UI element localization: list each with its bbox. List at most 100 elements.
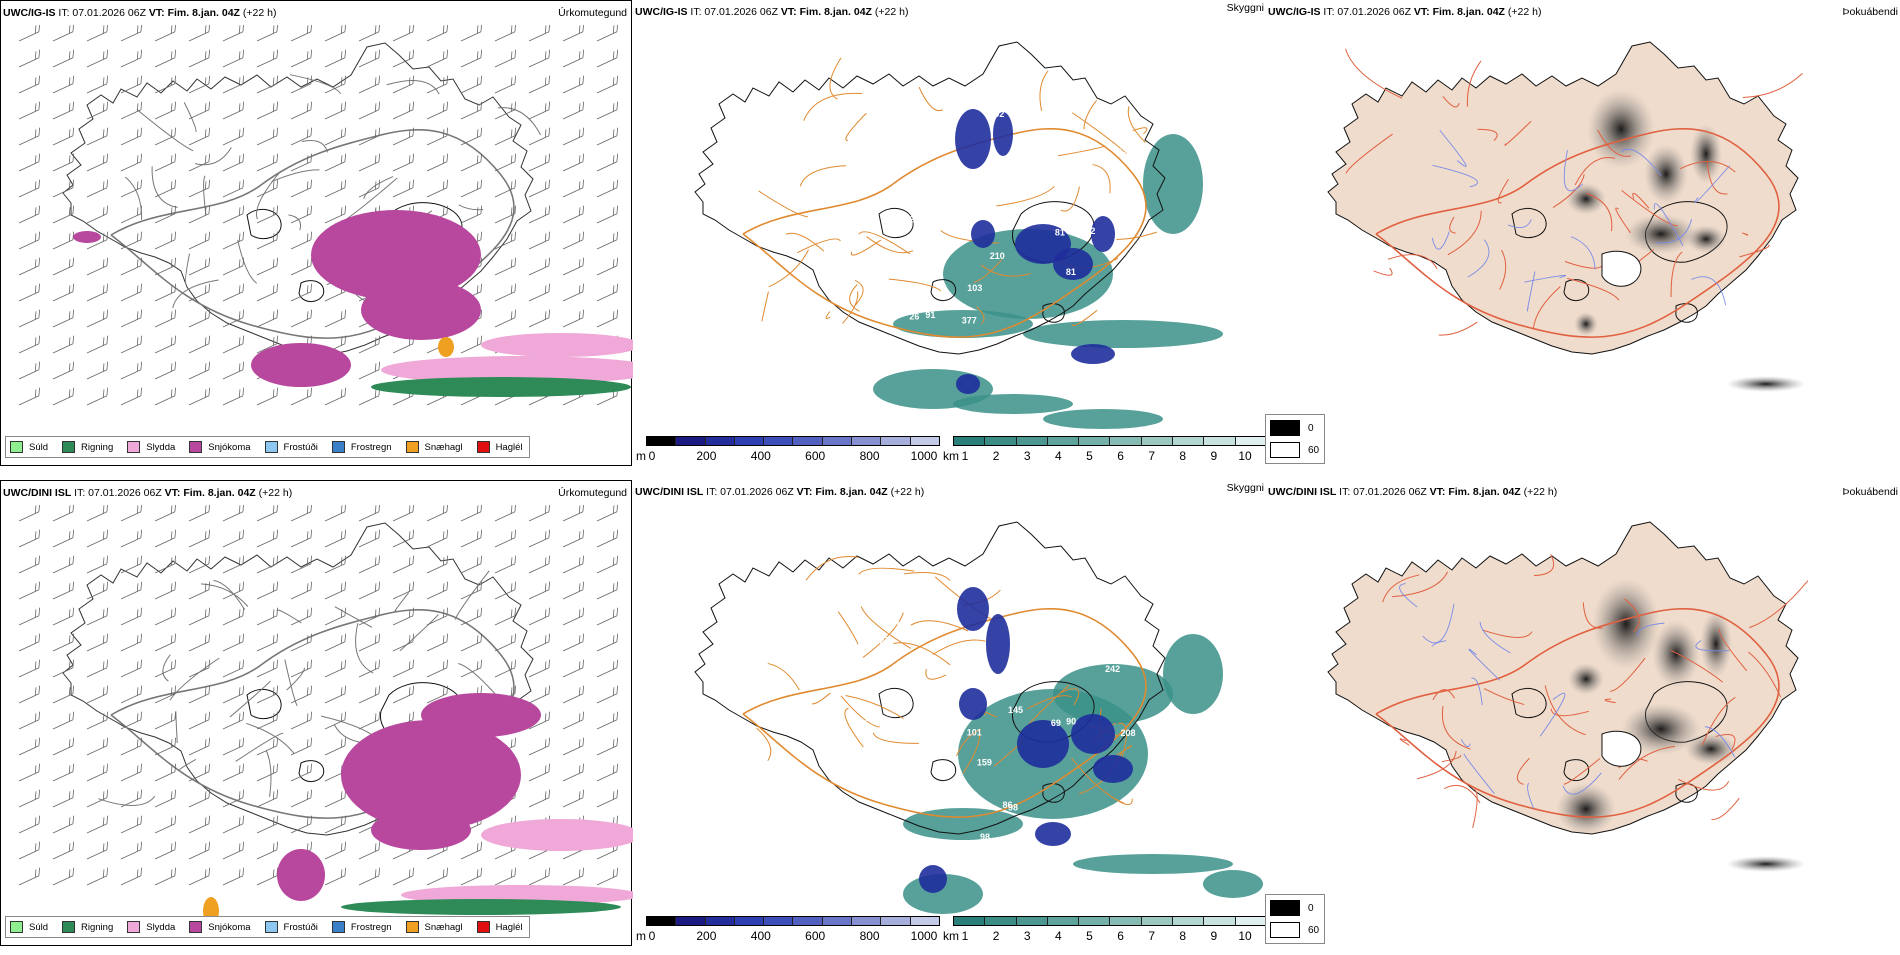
colorbar-segment	[1047, 437, 1080, 445]
init-time: IT: 07.01.2026 06Z	[58, 7, 146, 19]
road	[932, 639, 986, 655]
ring-road	[742, 607, 1147, 818]
low-visibility-area	[1203, 870, 1263, 898]
cloud-base-value-label: 111	[879, 104, 893, 114]
road	[271, 169, 320, 183]
wind-barb	[52, 75, 75, 94]
cloud-base-colorbar: m 0 200 400 600 800 1000	[636, 916, 941, 946]
panel-header: UWC/DINI ISL IT: 07.01.2026 06Z VT: Fim.…	[3, 487, 292, 499]
legend-label: Súld	[29, 921, 49, 933]
wind-barb	[222, 49, 245, 68]
wind-barb	[154, 153, 177, 172]
snow-pellets-area	[203, 897, 219, 919]
wind-barb	[596, 101, 619, 120]
wind-barb	[256, 127, 279, 146]
road	[799, 165, 847, 187]
visibility-panel: UWC/DINI ISL IT: 07.01.2026 06Z VT: Fim.…	[633, 480, 1325, 950]
legend-swatch	[331, 441, 345, 453]
road	[1742, 72, 1803, 98]
fog-legend-swatch	[1270, 922, 1300, 938]
visibility-value-label: 196	[1203, 366, 1218, 376]
wind-barb	[18, 607, 41, 626]
wind-barb	[222, 659, 245, 678]
wind-barb	[596, 153, 619, 172]
fog-legend-label: 0	[1308, 902, 1314, 914]
wind-barb	[596, 49, 619, 68]
road	[767, 662, 800, 691]
valid-time: Fim. 8.jan. 04Z	[1432, 6, 1505, 18]
wind-barb	[562, 789, 585, 808]
wind-barb	[426, 127, 449, 146]
fog-indicator-area	[1568, 663, 1604, 695]
road	[1392, 571, 1449, 598]
wind-barb	[154, 25, 177, 42]
colorbar-segment	[793, 437, 823, 445]
wind-barb	[86, 25, 109, 42]
wind-barb	[392, 75, 415, 94]
colorbar-tick-label: 4	[1054, 929, 1062, 943]
wind-barb	[494, 205, 517, 224]
legend-swatch	[405, 921, 419, 933]
wind-barb	[528, 711, 551, 730]
wind-barb	[528, 555, 551, 574]
wind-barb	[528, 633, 551, 652]
road	[175, 710, 178, 744]
cloud-base-value-label: 377	[962, 315, 977, 325]
fog-indicator-area	[1726, 376, 1806, 392]
wind-barb	[86, 867, 109, 886]
colorbar-segment	[985, 437, 1017, 445]
visibility-value-label: 698	[1203, 846, 1218, 856]
wind-barb	[86, 737, 109, 756]
precip-type-map	[18, 505, 633, 919]
wind-barb	[562, 179, 585, 198]
legend-item: Haglél	[476, 921, 523, 933]
lead-time: (+22 h)	[890, 486, 925, 498]
colorbar-tick-label: 1	[961, 929, 969, 943]
wind-barb	[18, 711, 41, 730]
cloud-base-value-label: 90	[1066, 716, 1076, 726]
wind-barb	[86, 763, 109, 782]
sleet-area	[481, 819, 633, 851]
low-cloud-base-area	[1053, 248, 1093, 280]
wind-barb	[290, 815, 313, 834]
fog-indicator-area	[1700, 610, 1732, 678]
wind-barb	[528, 153, 551, 172]
legend-item: Snæhagl	[405, 921, 463, 933]
wind-barb	[256, 179, 279, 198]
wind-barb	[562, 49, 585, 68]
colorbar-segment	[734, 437, 765, 445]
wind-barb	[562, 153, 585, 172]
legend-swatch	[331, 921, 345, 933]
wind-barb	[596, 607, 619, 626]
glacier-outline	[878, 207, 914, 238]
road	[1466, 60, 1482, 107]
wind-barb	[18, 49, 41, 68]
wind-barb	[256, 387, 279, 406]
road	[1670, 649, 1724, 683]
low-cloud-base-area	[957, 587, 989, 631]
wind-barb	[18, 25, 41, 42]
wind-barb	[290, 309, 313, 328]
fog-map	[1327, 521, 1809, 872]
wind-barb	[222, 179, 245, 198]
wind-barb	[256, 529, 279, 548]
road	[1586, 192, 1613, 232]
colorbar-segment	[910, 917, 939, 925]
cloud-base-value-label: 110	[891, 779, 906, 789]
wind-barb	[596, 711, 619, 730]
wind-barb	[18, 529, 41, 548]
legend-swatch	[127, 921, 141, 933]
wind-barb	[18, 505, 41, 522]
wind-barb	[18, 815, 41, 834]
cloud-base-value-label: 123	[845, 103, 860, 113]
wind-barb	[460, 153, 483, 172]
road	[837, 611, 859, 645]
river	[1463, 753, 1495, 794]
road	[1670, 251, 1683, 298]
road	[866, 236, 914, 254]
colorbar-segment	[822, 437, 853, 445]
colorbar-segment	[1047, 917, 1080, 925]
wind-barb	[324, 179, 347, 198]
wind-barb	[188, 685, 211, 704]
road	[284, 659, 298, 707]
